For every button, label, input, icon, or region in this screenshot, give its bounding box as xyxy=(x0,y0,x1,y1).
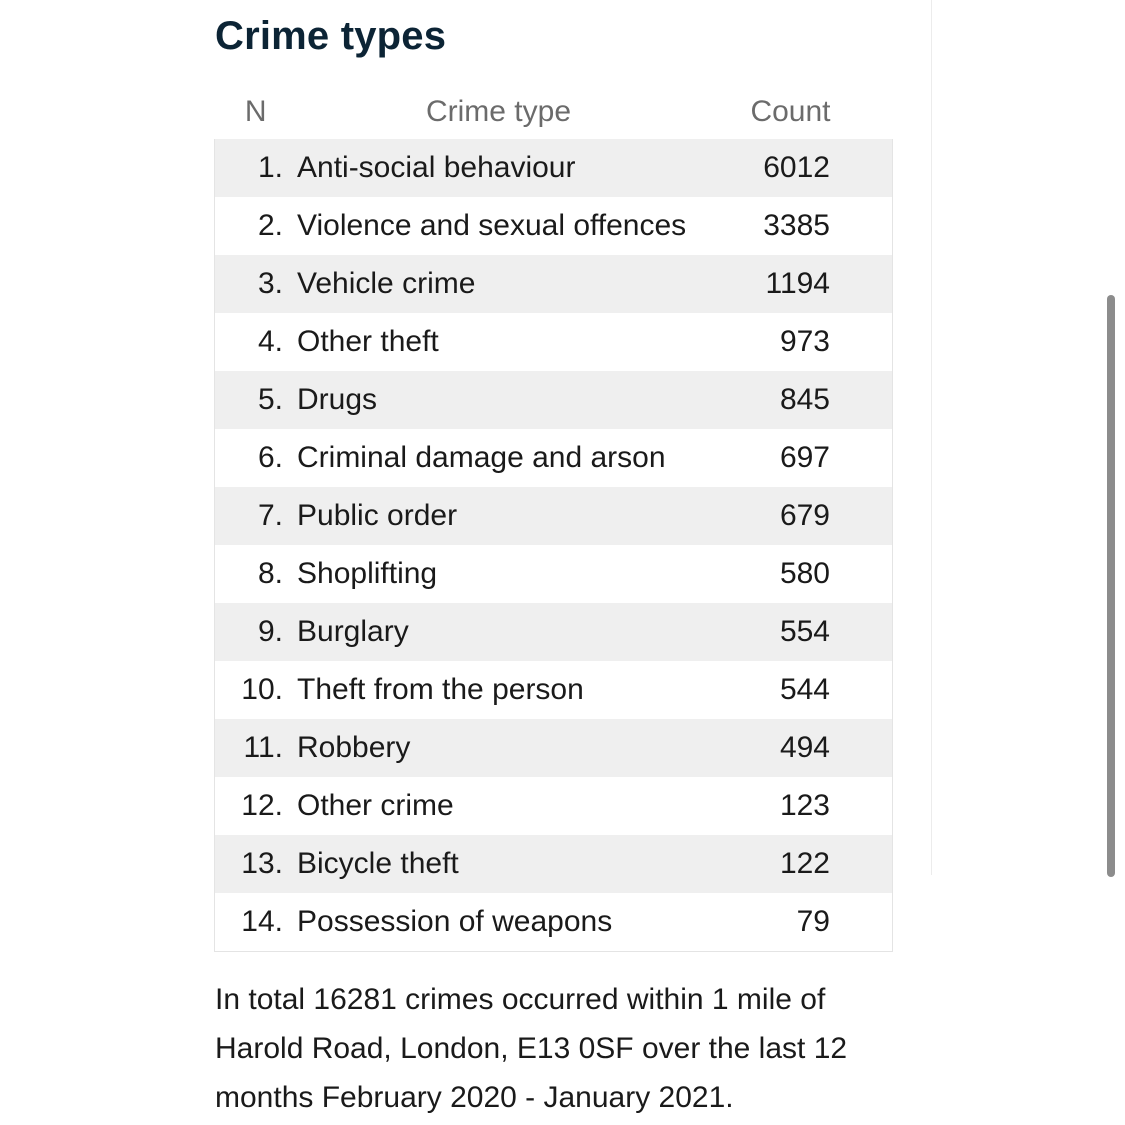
row-number: 8. xyxy=(257,557,283,590)
summary-text: In total 16281 crimes occurred within 1 … xyxy=(215,983,848,1114)
table-row: 1. Anti-social behaviour 6012 xyxy=(214,139,893,197)
table-header-row: N Crime type Count xyxy=(215,84,893,139)
row-number: 5. xyxy=(257,383,283,416)
row-count: 554 xyxy=(779,615,830,648)
row-number: 7. xyxy=(257,499,283,532)
scrollbar-thumb[interactable] xyxy=(1107,295,1115,877)
row-count: 580 xyxy=(779,557,830,590)
header-n: N xyxy=(244,94,267,128)
header-count: Count xyxy=(750,94,831,128)
row-count: 3385 xyxy=(763,209,830,242)
row-crime-type: Robbery xyxy=(297,731,411,764)
row-count: 697 xyxy=(779,441,830,474)
column-divider xyxy=(931,0,932,875)
section-title: Crime types xyxy=(215,14,447,58)
row-count: 122 xyxy=(779,847,830,880)
row-number: 10. xyxy=(241,673,283,706)
row-crime-type: Possession of weapons xyxy=(297,904,613,938)
table-row: 7. Public order 679 xyxy=(214,487,893,545)
table-row: 14. Possession of weapons 79 xyxy=(214,893,893,951)
row-crime-type: Shoplifting xyxy=(297,557,438,590)
row-number: 6. xyxy=(257,441,283,474)
row-count: 845 xyxy=(779,383,830,416)
row-crime-type: Drugs xyxy=(297,383,378,416)
row-count: 123 xyxy=(779,789,830,822)
row-count: 79 xyxy=(796,904,830,938)
row-number: 9. xyxy=(257,615,283,648)
table-row: 11. Robbery 494 xyxy=(214,719,893,777)
table-row: 3. Vehicle crime 1194 xyxy=(214,255,893,313)
row-number: 11. xyxy=(243,731,283,764)
table-body: 1. Anti-social behaviour 6012 2. Violence an… xyxy=(214,139,893,951)
table-row: 9. Burglary 554 xyxy=(214,603,893,661)
table-row: 12. Other crime 123 xyxy=(214,777,893,835)
header-crime-type: Crime type xyxy=(425,94,572,128)
row-count: 494 xyxy=(779,731,830,764)
row-number: 2. xyxy=(257,209,283,242)
row-crime-type: Theft from the person xyxy=(297,673,584,706)
row-count: 1194 xyxy=(765,267,830,300)
row-count: 679 xyxy=(779,499,830,532)
row-number: 12. xyxy=(241,789,283,822)
row-crime-type: Other theft xyxy=(297,325,439,358)
row-count: 973 xyxy=(779,325,830,358)
crime-types-table: N Crime type Count 1. Anti-social behavio… xyxy=(214,84,893,952)
row-crime-type: Vehicle crime xyxy=(297,267,476,300)
table-row: 6. Criminal damage and arson 697 xyxy=(214,429,893,487)
row-crime-type: Other crime xyxy=(297,789,454,822)
row-crime-type: Burglary xyxy=(297,615,409,648)
row-crime-type: Anti-social behaviour xyxy=(297,151,576,184)
table-row: 2. Violence and sexual offences 3385 xyxy=(214,197,893,255)
row-number: 13. xyxy=(241,847,283,880)
table-row: 8. Shoplifting 580 xyxy=(214,545,893,603)
row-crime-type: Violence and sexual offences xyxy=(297,209,687,242)
row-number: 3. xyxy=(257,267,283,300)
table-row: 10. Theft from the person 544 xyxy=(214,661,893,719)
row-number: 4. xyxy=(257,325,283,358)
table-row: 13. Bicycle theft 122 xyxy=(214,835,893,893)
table-row: 4. Other theft 973 xyxy=(214,313,893,371)
row-crime-type: Public order xyxy=(297,499,458,532)
row-crime-type: Bicycle theft xyxy=(297,847,459,880)
row-count: 544 xyxy=(779,673,830,706)
row-number: 1. xyxy=(257,151,283,184)
row-crime-type: Criminal damage and arson xyxy=(297,441,666,474)
row-number: 14. xyxy=(241,904,283,938)
row-count: 6012 xyxy=(763,151,830,184)
table-row: 5. Drugs 845 xyxy=(214,371,893,429)
